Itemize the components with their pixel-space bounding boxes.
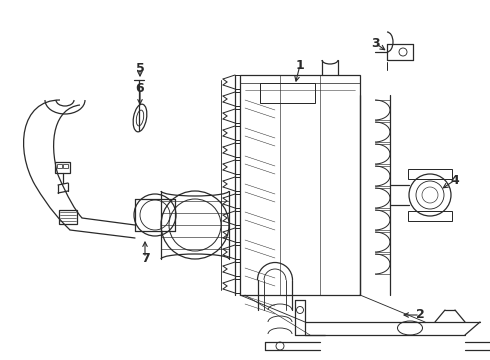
Bar (59, 210, 77, 224)
Bar (408, 211, 452, 221)
Bar (240, 75, 360, 295)
Bar (55, 162, 70, 173)
Bar (260, 83, 315, 103)
Text: 6: 6 (136, 81, 145, 95)
Text: 7: 7 (141, 252, 149, 265)
Bar (57, 164, 62, 168)
Bar (408, 169, 452, 179)
Text: 2: 2 (416, 309, 424, 321)
Text: 3: 3 (371, 36, 379, 50)
Text: 5: 5 (136, 62, 145, 75)
Text: 1: 1 (295, 59, 304, 72)
Bar (63, 164, 68, 168)
Text: 4: 4 (451, 174, 459, 186)
